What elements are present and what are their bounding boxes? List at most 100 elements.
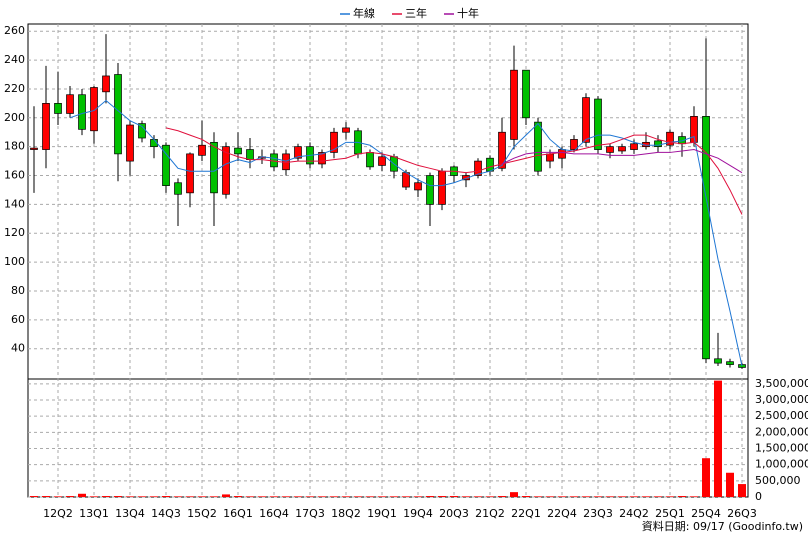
volume-bar [402,496,410,497]
candle-body [174,182,182,195]
x-tick-label: 16Q4 [259,507,289,520]
volume-bar [642,496,650,497]
volume-bar [270,496,278,497]
candle-body [186,153,194,194]
volume-bar [570,496,578,497]
y-tick-label: 60 [11,313,25,326]
candle-body [606,146,614,153]
volume-bar [330,496,338,497]
x-tick-label: 21Q2 [475,507,505,520]
ma-line [501,149,743,174]
candle-body [414,182,422,191]
x-tick-label: 25Q4 [691,507,721,520]
volume-bar [438,496,446,497]
legend-label: 三年 [405,6,427,20]
volume-bar [42,496,50,497]
candle-body [474,160,482,176]
volume-bar [186,496,194,497]
candle-body [66,94,74,114]
volume-bar [666,496,674,497]
volume-tick-label: 1,000,000 [755,458,808,471]
x-tick-label: 18Q2 [331,507,361,520]
candle-body [198,144,206,156]
candle-body [726,361,734,365]
volume-bar [222,494,230,497]
volume-bar [522,496,530,497]
x-tick-label: 24Q2 [619,507,649,520]
candle-body [234,147,242,155]
candle-body [102,75,110,93]
candle-body [522,69,530,119]
candle-body [594,98,602,150]
volume-bar [126,496,134,497]
x-tick-label: 19Q4 [403,507,433,520]
volume-bar [174,496,182,497]
candle-body [366,152,374,168]
volume-bar [138,496,146,497]
x-tick-label: 13Q1 [79,507,109,520]
volume-bar [342,496,350,497]
y-tick-label: 40 [11,342,25,355]
volume-bar [378,496,386,497]
plot-frame [27,23,749,498]
candle-body [546,153,554,162]
volume-tick-label: 500,000 [755,474,801,487]
volume-bar [582,496,590,497]
candle-body [90,87,98,132]
volume-bar [534,496,542,497]
volume-bar [66,496,74,497]
y-tick-label: 200 [4,111,25,124]
x-tick-label: 20Q3 [439,507,469,520]
candle-body [654,140,662,148]
candle-body [114,74,122,155]
volume-bar [510,492,518,497]
volume-bar [450,496,458,497]
ma-line [165,127,743,215]
volume-bar [594,496,602,497]
x-tick-label: 13Q4 [115,507,145,520]
legend-label: 十年 [457,6,479,20]
volume-bar [306,496,314,497]
y-tick-label: 100 [4,255,25,268]
volume-bar [630,496,638,497]
volume-bar [102,496,110,497]
volume-bar [78,493,86,497]
volume-bar [90,496,98,497]
volume-bar [354,496,362,497]
x-tick-label: 22Q4 [547,507,577,520]
candle-body [222,146,230,195]
y-tick-label: 120 [4,226,25,239]
candle-body [42,103,50,150]
volume-bar [654,496,662,497]
volume-bar [30,496,38,497]
candle-body [438,170,446,205]
candle-body [78,94,86,130]
candle-body [630,143,638,150]
x-tick-label: 15Q2 [187,507,217,520]
candle-body [342,127,350,133]
volume-tick-label: 2,500,000 [755,409,808,422]
volume-bar [294,496,302,497]
y-tick-label: 140 [4,197,25,210]
volume-bar [366,496,374,497]
volume-bar [318,496,326,497]
volume-bar [546,496,554,497]
volume-bar [738,484,746,497]
candle-body [402,172,410,188]
ma-line [69,99,743,367]
x-tick-label: 23Q3 [583,507,613,520]
candle-body [126,124,134,162]
y-tick-label: 240 [4,53,25,66]
volume-bar [498,496,506,497]
volume-tick-label: 1,500,000 [755,442,808,455]
volume-tick-label: 3,000,000 [755,393,808,406]
candle-body [570,139,578,150]
candle-body [714,358,722,364]
volume-bar [486,496,494,497]
volume-bar [618,496,626,497]
volume-bar [210,496,218,497]
volume-bar [258,496,266,497]
volume-bar [474,496,482,497]
